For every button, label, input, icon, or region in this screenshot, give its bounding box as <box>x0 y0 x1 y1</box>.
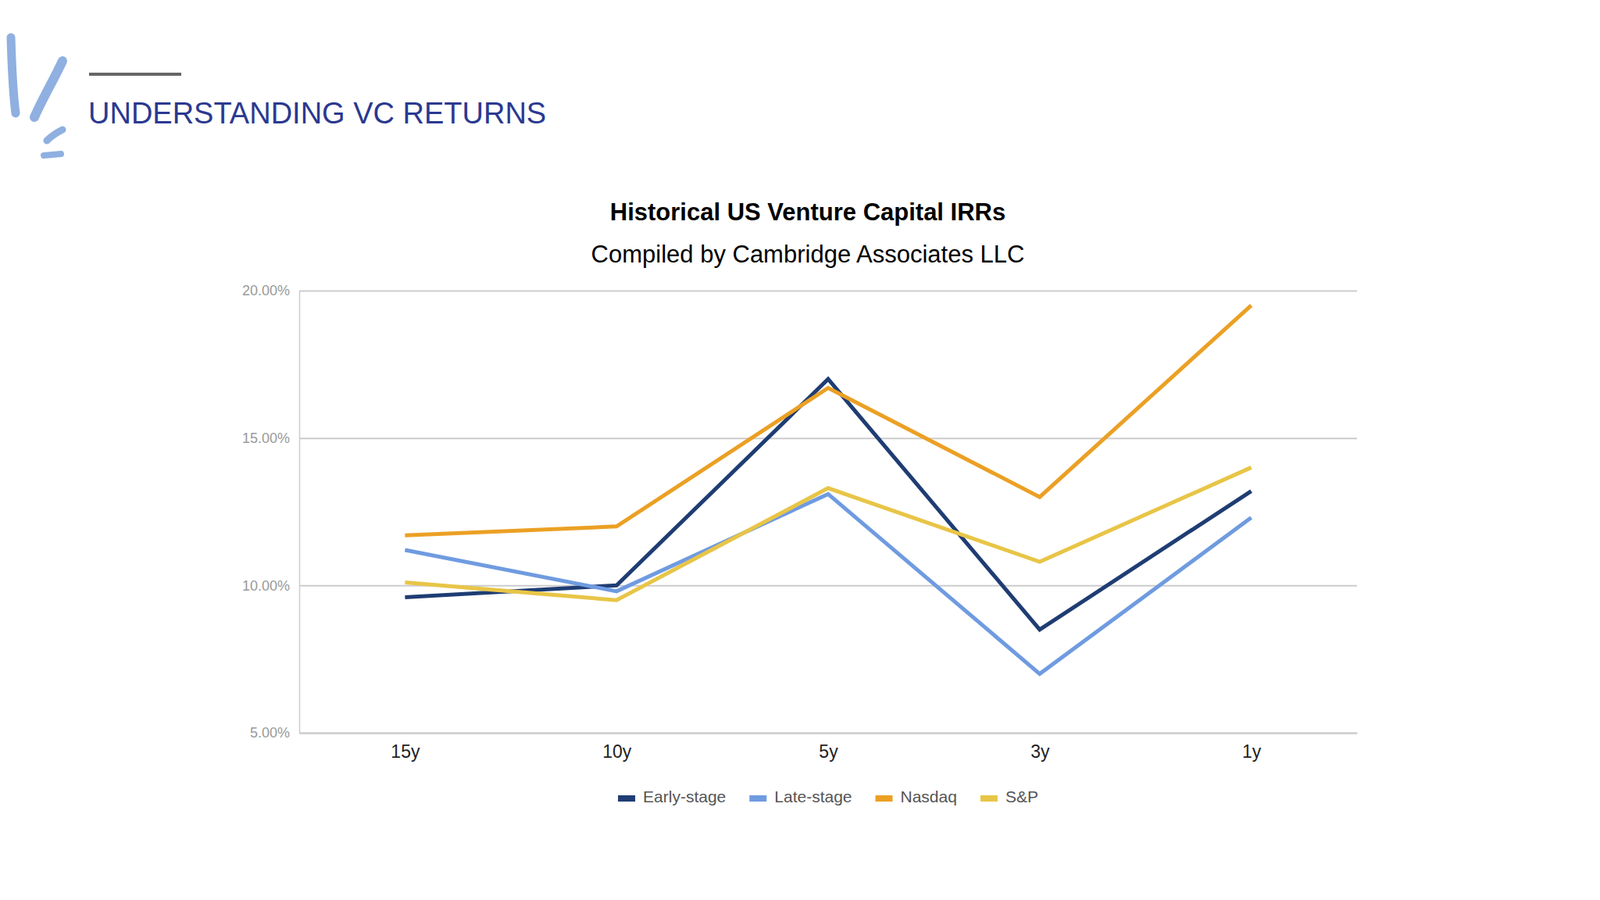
y-tick-label: 15.00% <box>242 430 290 447</box>
x-axis: 15y 10y 5y 3y 1y <box>300 732 1358 762</box>
legend-item: Nasdaq <box>875 787 958 806</box>
x-tick-label: 1y <box>1242 741 1262 762</box>
x-tick-label: 15y <box>390 741 421 762</box>
legend-item: Early-stage <box>617 787 726 806</box>
y-axis-line <box>299 291 301 734</box>
header-rule <box>89 72 182 76</box>
grid-line <box>299 732 1358 735</box>
y-tick-label: 10.00% <box>242 578 290 594</box>
x-axis-line <box>300 732 1358 735</box>
series-line <box>404 493 1251 674</box>
lines <box>404 305 1251 675</box>
grid-line <box>299 437 1358 440</box>
series-line <box>404 305 1251 536</box>
legend-label: Early-stage <box>642 787 726 806</box>
legend-label: Nasdaq <box>900 787 958 806</box>
y-axis: 5.00% 10.00% 15.00% 20.00% <box>242 282 1358 741</box>
y-tick: 20.00% <box>242 282 1358 299</box>
x-tick: 15y <box>390 732 421 762</box>
brush-stroke <box>34 60 63 118</box>
x-tick-label: 3y <box>1030 741 1050 762</box>
legend-item: S&P <box>980 787 1039 806</box>
legend-swatch <box>749 795 767 802</box>
legend: Early-stage Late-stage Nasdaq S&P <box>617 787 1039 806</box>
y-tick: 15.00% <box>242 430 1358 447</box>
x-tick: 1y <box>1242 732 1262 762</box>
x-tick-label: 5y <box>818 741 839 762</box>
y-tick: 10.00% <box>242 578 1358 594</box>
legend-swatch <box>617 795 636 802</box>
chart-subtitle: Compiled by Cambridge Associates LLC <box>591 240 1025 268</box>
brush-stroke <box>46 129 63 141</box>
legend-swatch <box>875 795 893 802</box>
x-tick: 10y <box>602 732 633 762</box>
x-tick: 5y <box>818 732 839 762</box>
brush-stroke <box>43 153 61 156</box>
decoration <box>10 37 63 156</box>
y-tick-label: 20.00% <box>242 282 290 299</box>
y-tick-label: 5.00% <box>250 725 290 741</box>
plot: 5.00% 10.00% 15.00% 20.00% 15y 10y 5y 3y 1y <box>242 282 1358 762</box>
x-tick: 3y <box>1030 732 1050 762</box>
series-line <box>404 378 1251 630</box>
header-title: UNDERSTANDING VC RETURNS <box>88 96 547 130</box>
brush-stroke <box>10 37 16 114</box>
chart-title: Historical US Venture Capital IRRs <box>610 198 1006 226</box>
legend-label: S&P <box>1005 787 1039 806</box>
y-tick: 5.00% <box>250 725 1358 741</box>
grid-line <box>299 290 1358 293</box>
legend-swatch <box>980 795 998 802</box>
series-line <box>404 467 1251 600</box>
legend-item: Late-stage <box>749 787 852 806</box>
legend-label: Late-stage <box>774 787 852 806</box>
slide: UNDERSTANDING VC RETURNS Historical US Ve… <box>0 0 1600 900</box>
x-tick-label: 10y <box>602 741 633 762</box>
